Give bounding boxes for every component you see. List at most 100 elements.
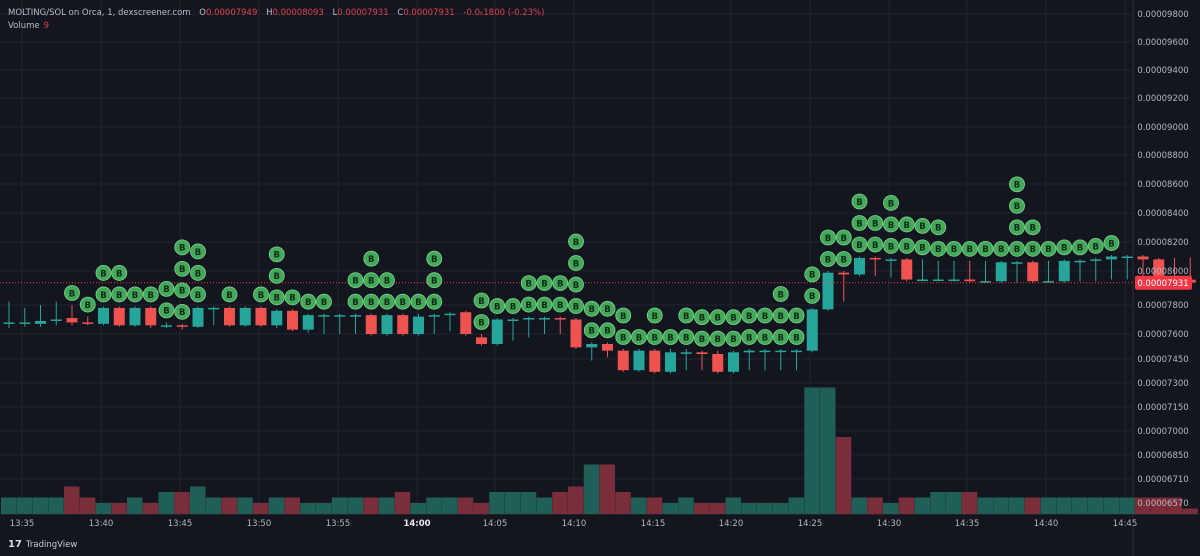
buy-marker-circle	[930, 240, 947, 257]
buy-marker-label: B	[904, 242, 910, 252]
buy-marker-circle	[363, 272, 380, 289]
buy-marker-label: B	[1014, 245, 1020, 255]
buy-marker: B	[851, 236, 868, 253]
buy-marker-circle	[1009, 219, 1025, 236]
candle-body	[35, 320, 46, 324]
buy-marker: B	[678, 307, 695, 324]
y-tick-label: 0.00009200	[1137, 94, 1188, 104]
buy-marker-label: B	[998, 245, 1004, 255]
buy-marker: B	[694, 309, 710, 326]
buy-marker-circle	[426, 272, 443, 289]
buy-marker-label: B	[573, 238, 579, 248]
chart-header: MOLTING/SOL on Orca, 1, dexscreener.com …	[8, 8, 544, 18]
buy-marker-circle	[772, 329, 789, 345]
volume-bar	[32, 497, 48, 514]
buy-marker-circle	[158, 280, 175, 297]
buy-marker: B	[599, 300, 616, 317]
volume-bar	[1056, 497, 1072, 514]
buy-marker-label: B	[274, 251, 280, 261]
candle-body	[980, 281, 991, 283]
volume-bar	[646, 497, 663, 514]
volume-bar	[599, 464, 615, 514]
candle-body	[869, 257, 881, 260]
buy-marker-label: B	[856, 198, 862, 208]
buy-marker: B	[883, 216, 899, 233]
buy-marker-circle	[851, 236, 868, 253]
buy-marker: B	[898, 238, 915, 254]
buy-marker-circle	[174, 303, 191, 320]
buy-marker-label: B	[526, 279, 532, 289]
buy-marker-circle	[772, 307, 789, 324]
buy-marker-label: B	[69, 289, 75, 299]
volume-value: 9	[43, 21, 50, 31]
buy-marker-label: B	[1030, 245, 1036, 255]
high-label: H	[266, 8, 273, 18]
buy-marker-label: B	[478, 297, 484, 307]
y-tick-label: 0.00009800	[1137, 10, 1188, 20]
candle-body	[539, 318, 550, 320]
buy-marker: B	[473, 292, 490, 309]
buy-marker-circle	[694, 309, 710, 326]
buy-marker-circle	[851, 215, 868, 231]
volume-bar	[820, 387, 836, 514]
buy-marker-label: B	[100, 291, 106, 301]
buy-marker-label: B	[809, 292, 815, 302]
buy-marker: B	[694, 330, 710, 347]
volume-bar	[300, 503, 316, 514]
buy-marker-label: B	[589, 305, 595, 315]
buy-marker-circle	[536, 275, 553, 292]
x-tick-label: 14:00	[403, 519, 430, 529]
buy-marker: B	[788, 307, 805, 324]
buy-marker: B	[883, 238, 899, 254]
volume-bar	[788, 497, 804, 514]
buy-marker: B	[64, 285, 80, 301]
buy-marker: B	[1056, 239, 1073, 256]
volume-bar	[489, 492, 505, 514]
buy-marker-label: B	[856, 241, 862, 251]
tradingview-brand[interactable]: 17 TradingView	[8, 539, 77, 550]
buy-marker: B	[363, 272, 380, 289]
buy-marker-label: B	[904, 221, 910, 231]
volume-bar	[158, 492, 174, 514]
buy-marker-label: B	[116, 269, 122, 279]
buy-marker-circle	[898, 216, 915, 233]
candle-body	[791, 350, 802, 353]
volume-legend: Volume 9	[8, 21, 49, 31]
buy-marker-circle	[379, 272, 395, 289]
volume-bar	[977, 497, 993, 514]
buy-marker-label: B	[274, 294, 280, 304]
buy-marker-label: B	[195, 248, 201, 258]
buy-marker: B	[851, 215, 868, 231]
buy-marker-circle	[804, 266, 821, 283]
candle-body	[287, 310, 298, 330]
buy-marker-label: B	[967, 245, 973, 255]
candle-body	[192, 307, 204, 327]
buy-marker-circle	[111, 265, 128, 281]
buy-marker: B	[268, 246, 285, 263]
volume-bar	[552, 492, 568, 514]
buy-marker: B	[190, 265, 206, 281]
buy-marker-circle	[741, 307, 758, 324]
buy-marker: B	[552, 275, 569, 292]
volume-bar	[347, 497, 363, 514]
buy-marker-label: B	[179, 287, 185, 297]
candle-body	[554, 318, 566, 320]
volume-bar	[1072, 497, 1088, 514]
buy-marker-label: B	[841, 234, 847, 244]
buy-marker: B	[363, 250, 380, 267]
candle-body	[602, 344, 613, 351]
buy-marker-circle	[835, 229, 852, 246]
buy-marker-label: B	[573, 259, 579, 269]
buy-marker-circle	[599, 322, 616, 339]
buy-marker-label: B	[888, 242, 894, 252]
buy-marker: B	[1009, 176, 1025, 193]
buy-marker-circle	[221, 286, 238, 303]
buy-marker-label: B	[494, 302, 500, 312]
buy-marker: B	[174, 303, 191, 320]
volume-bar	[505, 492, 521, 514]
buy-marker-label: B	[825, 255, 831, 265]
buy-marker: B	[190, 243, 206, 260]
buy-marker-label: B	[368, 255, 374, 265]
buy-marker: B	[741, 329, 758, 345]
